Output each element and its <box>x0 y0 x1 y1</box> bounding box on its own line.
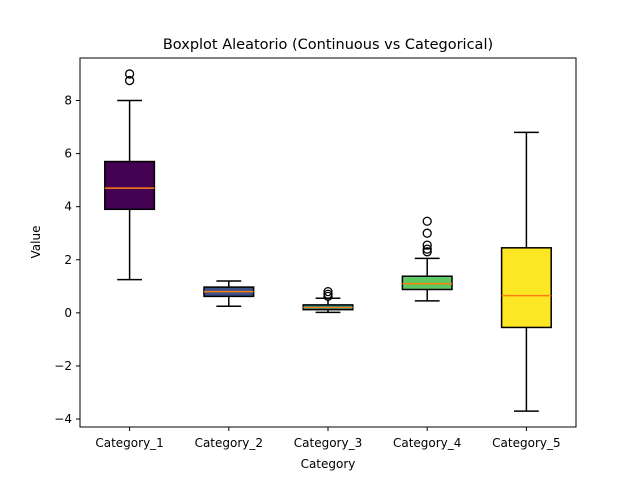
x-tick-label: Category_1 <box>95 436 163 450</box>
outlier-point <box>422 216 432 226</box>
x-tick-label: Category_5 <box>492 436 560 450</box>
plot-area: −4 −2 0 2 4 6 8 Category_1 Category_2 Category_3 C… <box>54 57 577 450</box>
y-tick-label: 0 <box>64 306 72 320</box>
y-axis-label: Value <box>29 226 43 259</box>
outlier-point <box>124 75 135 86</box>
outlier-point <box>422 228 432 238</box>
x-tick-label: Category_3 <box>294 436 362 450</box>
outlier-point <box>422 247 432 257</box>
x-tick-label: Category_2 <box>195 436 263 450</box>
y-tick-label: 4 <box>64 200 72 214</box>
box-Category_5 <box>500 247 552 329</box>
outlier-point <box>323 289 333 299</box>
outlier-point <box>422 240 432 250</box>
y-tick-label: 2 <box>64 253 72 267</box>
y-tick-label: 6 <box>64 147 72 161</box>
y-tick-label: −4 <box>54 412 72 426</box>
y-tick-label: −2 <box>54 359 72 373</box>
axes-frame <box>79 57 577 428</box>
box-Category_1 <box>104 160 156 211</box>
outlier-point <box>422 244 432 254</box>
outlier-point <box>323 286 333 297</box>
outlier-point <box>124 69 135 79</box>
y-tick-label: 8 <box>64 93 72 107</box>
box-Category_4 <box>401 275 453 291</box>
chart-title: Boxplot Aleatorio (Continuous vs Categor… <box>163 37 493 53</box>
x-tick-label: Category_4 <box>393 436 461 450</box>
x-axis-label: Category <box>301 457 356 471</box>
